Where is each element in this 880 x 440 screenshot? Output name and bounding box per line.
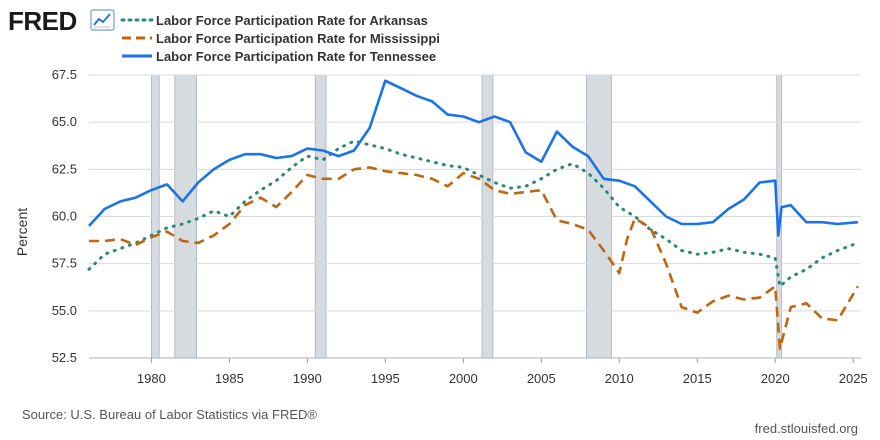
y-tick-label: 57.5 [52, 256, 77, 271]
legend-item-arkansas[interactable]: Labor Force Participation Rate for Arkan… [120, 13, 428, 28]
series-lines [87, 79, 860, 350]
x-tick-label: 1985 [215, 371, 244, 386]
x-tick-label: 2020 [761, 371, 790, 386]
line-chart-icon [90, 9, 115, 31]
source-note: Source: U.S. Bureau of Labor Statistics … [22, 407, 317, 422]
y-tick-label: 65.0 [52, 114, 77, 129]
legend-label-arkansas: Labor Force Participation Rate for Arkan… [156, 13, 428, 28]
x-axis-ticks: 1980 1985 1990 1995 2000 2005 2010 2015 2020 2025 [89, 357, 868, 386]
series-tennessee[interactable] [88, 79, 859, 237]
y-tick-label: 55.0 [52, 303, 77, 318]
y-tick-label: 52.5 [52, 350, 77, 365]
legend-label-mississippi: Labor Force Participation Rate for Missi… [156, 31, 440, 46]
legend: Labor Force Participation Rate for Arkan… [120, 13, 440, 64]
x-tick-label: 1995 [371, 371, 400, 386]
legend-item-mississippi[interactable]: Labor Force Participation Rate for Missi… [122, 31, 440, 46]
x-tick-label: 2015 [683, 371, 712, 386]
y-tick-label: 67.5 [52, 67, 77, 82]
fred-logo-text: FRED [8, 6, 77, 36]
x-tick-label: 1980 [137, 371, 166, 386]
x-tick-label: 2025 [839, 371, 868, 386]
legend-label-tennessee: Labor Force Participation Rate for Tenne… [156, 49, 436, 64]
x-tick-label: 2010 [605, 371, 634, 386]
x-tick-label: 2005 [527, 371, 556, 386]
series-arkansas[interactable] [87, 139, 860, 290]
y-tick-label: 60.0 [52, 209, 77, 224]
y-axis-ticks: 52.5 55.0 57.5 60.0 62.5 65.0 67.5 [52, 67, 77, 365]
x-tick-label: 2000 [449, 371, 478, 386]
y-axis-label: Percent [14, 208, 30, 256]
legend-item-tennessee[interactable]: Labor Force Participation Rate for Tenne… [122, 49, 436, 64]
series-mississippi[interactable] [89, 166, 860, 350]
fred-logo[interactable]: FRED [8, 6, 115, 36]
y-tick-label: 62.5 [52, 161, 77, 176]
plot-area[interactable] [87, 74, 861, 359]
site-link[interactable]: fred.stlouisfed.org [755, 421, 858, 436]
x-tick-label: 1990 [293, 371, 322, 386]
